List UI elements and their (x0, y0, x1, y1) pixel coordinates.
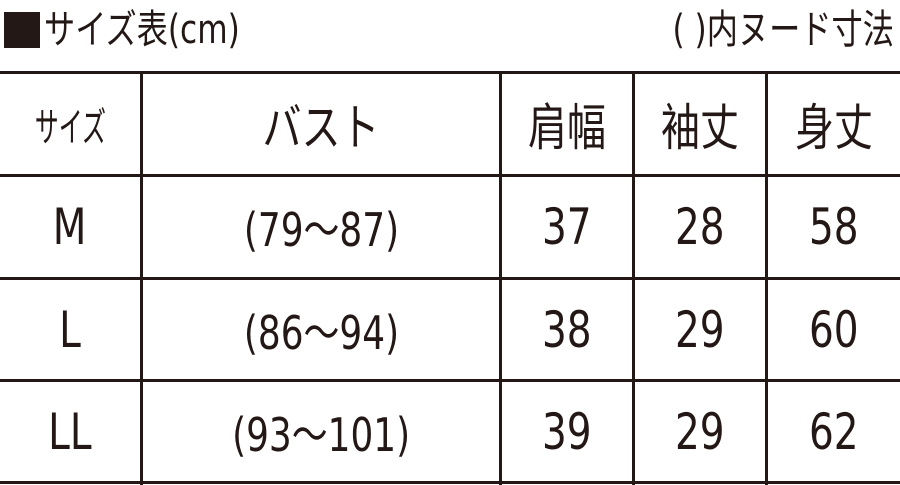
bust-cell: (93〜101) (231, 407, 411, 462)
square-bullet-icon (4, 12, 40, 48)
size-cell: LL (48, 402, 92, 461)
row-divider (0, 277, 900, 280)
header-size: サイズ (34, 105, 106, 151)
size-cell: M (53, 198, 87, 256)
size-chart-title: サイズ表(cm) (4, 2, 295, 58)
sleeve-cell: 29 (675, 300, 725, 359)
length-cell: 58 (809, 198, 859, 256)
header-shoulder-width: 肩幅 (528, 99, 606, 157)
column-divider (140, 72, 143, 485)
table-bottom-border (0, 481, 900, 484)
shoulder-cell: 37 (542, 198, 592, 256)
shoulder-cell: 38 (542, 300, 592, 359)
header-body-length: 身丈 (795, 99, 873, 157)
column-divider (765, 72, 768, 485)
nude-measurement-note: ( )内ヌード寸法 (672, 7, 894, 53)
sleeve-cell: 29 (675, 402, 725, 461)
size-cell: L (59, 300, 81, 359)
row-divider (0, 379, 900, 382)
column-divider (632, 72, 635, 485)
header-sleeve-length: 袖丈 (661, 99, 739, 157)
bust-cell: (79〜87) (243, 203, 399, 257)
sleeve-cell: 28 (675, 198, 725, 256)
bust-cell: (86〜94) (243, 305, 399, 360)
column-divider (499, 72, 502, 485)
shoulder-cell: 39 (542, 402, 592, 461)
table-top-border (0, 71, 900, 74)
row-divider (0, 174, 900, 177)
length-cell: 60 (809, 300, 859, 359)
length-cell: 62 (809, 402, 859, 461)
header-bust: バスト (262, 99, 380, 157)
